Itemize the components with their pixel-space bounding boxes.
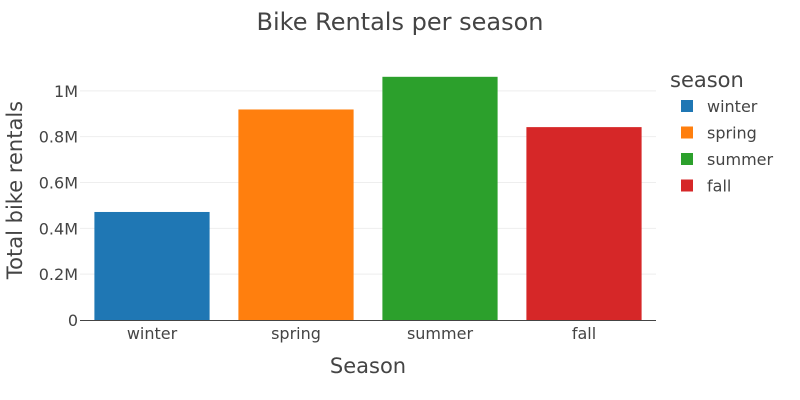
x-tick-labels: winter spring summer fall bbox=[127, 324, 596, 343]
legend-swatch-spring[interactable] bbox=[681, 126, 693, 139]
y-tick-label: 1M bbox=[54, 82, 78, 101]
y-axis-title: Total bike rentals bbox=[3, 101, 27, 280]
x-axis-title: Season bbox=[330, 354, 406, 378]
y-tick-label: 0.2M bbox=[39, 265, 78, 284]
bar-winter[interactable] bbox=[94, 211, 210, 320]
y-tick-label: 0.6M bbox=[39, 173, 78, 192]
legend-label-winter[interactable]: winter bbox=[707, 97, 758, 116]
x-tick-label: winter bbox=[127, 324, 178, 343]
bar-summer[interactable] bbox=[382, 76, 498, 320]
bars bbox=[94, 76, 642, 320]
bar-spring[interactable] bbox=[238, 109, 354, 320]
legend-swatch-winter[interactable] bbox=[681, 100, 693, 112]
y-tick-label: 0.8M bbox=[39, 128, 78, 147]
legend-label-fall[interactable]: fall bbox=[707, 177, 731, 196]
x-tick-label: summer bbox=[407, 324, 473, 343]
legend: season winter spring summer fall bbox=[670, 68, 773, 196]
legend-swatch-summer[interactable] bbox=[681, 153, 693, 165]
legend-label-summer[interactable]: summer bbox=[707, 150, 773, 169]
y-tick-labels: 0 0.2M 0.4M 0.6M 0.8M 1M bbox=[39, 82, 78, 330]
x-tick-label: fall bbox=[572, 324, 596, 343]
bar-fall[interactable] bbox=[526, 127, 642, 320]
legend-label-spring[interactable]: spring bbox=[707, 124, 757, 143]
chart-title: Bike Rentals per season bbox=[257, 8, 544, 36]
y-tick-label: 0 bbox=[68, 311, 78, 330]
y-tick-label: 0.4M bbox=[39, 219, 78, 238]
legend-swatch-fall[interactable] bbox=[681, 179, 693, 192]
x-tick-label: spring bbox=[271, 324, 321, 343]
legend-title: season bbox=[670, 68, 744, 92]
